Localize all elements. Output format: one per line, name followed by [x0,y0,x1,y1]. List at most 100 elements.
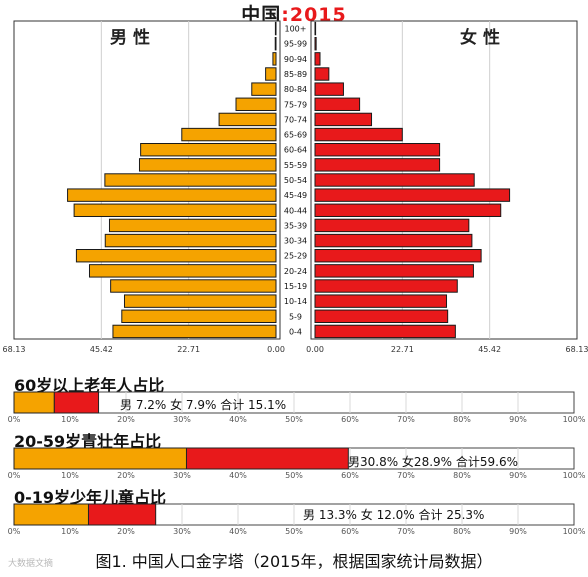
male-bar [138,158,277,172]
male-bar [75,249,277,263]
male-x-tick-label: 68.13 [3,345,26,354]
share-tick-label: 60% [341,471,359,480]
female-share-segment [87,503,157,526]
male-bar [108,218,277,233]
share-tick-label: 70% [397,527,415,536]
share-tick-label: 30% [173,415,191,424]
elderly-share-chart: 0% 10% 20% 30% 40% 50% 60% 70% 80% 90% 100% [8,391,586,424]
age-group-label: 70-74 [284,115,307,124]
age-group-label: 10-14 [284,297,307,306]
female-bar [314,173,475,187]
age-group-label: 45-49 [284,191,307,200]
female-bar [314,82,344,96]
share-tick-label: 90% [509,527,527,536]
male-share-segment [13,503,89,526]
female-bar [314,233,473,248]
male-x-tick-label: 22.71 [177,345,200,354]
male-share-segment [13,391,55,414]
share-tick-label: 80% [453,527,471,536]
female-x-tick-label: 68.13 [566,345,588,354]
share-tick-label: 90% [509,471,527,480]
female-bar [314,264,474,278]
female-bar [314,203,502,217]
share-tick-label: 40% [229,471,247,480]
female-bar [314,112,373,127]
female-bar [314,97,361,111]
share-tick-label: 40% [229,527,247,536]
female-bar [314,158,441,172]
elderly-title: 60岁以上老年人占比 [14,376,165,395]
age-group-label: 40-44 [284,206,307,215]
share-tick-label: 10% [61,415,79,424]
working-age-share-label: 男30.8% 女28.9% 合计59.6% [348,455,518,469]
share-tick-label: 70% [397,415,415,424]
figure-caption: 图1. 中国人口金字塔（2015年，根据国家统计局数据） [95,552,493,571]
age-group-label: 20-24 [284,267,307,276]
age-group-label: 85-89 [284,70,307,79]
share-tick-label: 20% [117,527,135,536]
male-bar [251,82,277,96]
male-bar [104,173,277,187]
male-bar [272,52,277,66]
share-tick-label: 50% [285,415,303,424]
working-age-title: 20-59岁青壮年占比 [14,432,162,451]
population-pyramid: 男 性 女 性 0-4 5-9 10-14 15-19 20-24 25-29 30-34 35-… [3,20,588,354]
male-bar [123,294,277,308]
male-bar [67,188,277,202]
age-group-label: 55-59 [284,161,307,170]
youth-share-label: 男 13.3% 女 12.0% 合计 25.3% [303,508,485,522]
share-tick-label: 10% [61,527,79,536]
age-group-label: 80-84 [284,85,307,94]
female-share-segment [53,391,100,414]
age-group-label: 0-4 [289,327,302,336]
share-tick-label: 100% [563,471,586,480]
female-bar [314,279,458,293]
share-tick-label: 90% [509,415,527,424]
youth-title: 0-19岁少年儿童占比 [14,488,167,507]
age-group-label: 35-39 [284,221,307,230]
female-x-tick-label: 0.00 [306,345,324,354]
male-x-tick-label: 45.42 [90,345,113,354]
title-separator: : [281,4,290,26]
youth-share-chart: 0% 10% 20% 30% 40% 50% 60% 70% 80% 90% 100% [8,503,586,536]
female-bar [314,143,441,157]
male-bar [104,233,277,248]
male-share-segment [13,447,187,470]
female-bar [314,324,456,339]
share-tick-label: 20% [117,415,135,424]
female-x-tick-label: 45.42 [478,345,501,354]
age-group-label: 90-94 [284,55,307,64]
male-bar [121,309,277,323]
age-group-label: 95-99 [284,40,307,49]
share-tick-label: 80% [453,471,471,480]
share-tick-label: 40% [229,415,247,424]
share-tick-label: 80% [453,415,471,424]
share-tick-label: 50% [285,471,303,480]
male-bar [140,143,277,157]
share-tick-label: 30% [173,527,191,536]
share-tick-label: 0% [8,415,21,424]
male-bar [73,203,277,217]
share-tick-label: 100% [563,415,586,424]
male-bar [265,67,277,81]
share-tick-label: 60% [341,527,359,536]
male-bar [218,112,277,127]
female-bar [314,67,330,81]
male-bar [274,21,277,36]
share-tick-label: 10% [61,471,79,480]
share-tick-label: 100% [563,527,586,536]
share-tick-label: 50% [285,527,303,536]
age-group-label: 15-19 [284,282,307,291]
share-tick-label: 0% [8,527,21,536]
female-bar [314,188,511,202]
age-group-label: 60-64 [284,146,307,155]
share-tick-label: 60% [341,415,359,424]
age-group-label: 30-34 [284,237,307,246]
female-share-segment [185,447,349,470]
female-bar [314,218,470,233]
male-bar [110,279,277,293]
male-bar [112,324,277,339]
female-bar [314,37,317,51]
male-series-label: 男 性 [110,27,150,48]
age-group-label: 75-79 [284,100,307,109]
